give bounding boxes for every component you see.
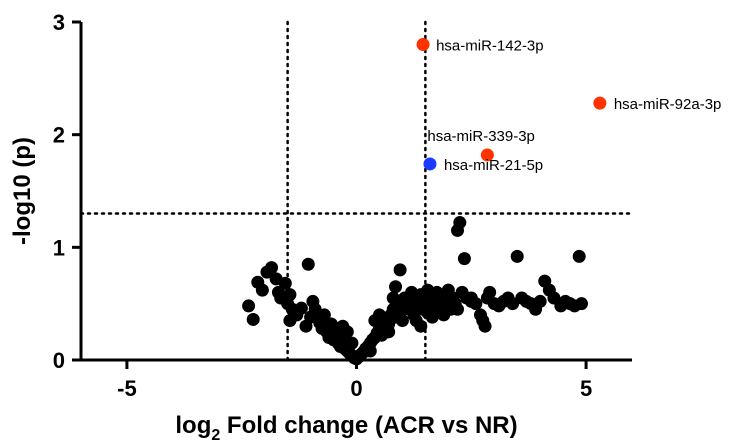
x-tick-label: -5 [117,376,137,401]
data-point [294,301,308,315]
data-point [246,312,260,326]
highlight-point [593,96,607,110]
x-axis-title: log2 Fold change (ACR vs NR) [175,412,517,444]
data-point [363,344,377,358]
data-point [464,291,478,305]
highlighted-points: hsa-miR-142-3p hsa-miR-92a-3p hsa-miR-339-… [416,38,722,174]
point-annotation: hsa-miR-142-3p [436,38,544,55]
data-point [389,280,403,294]
background-points [242,216,588,366]
data-point [336,319,350,333]
data-point [345,336,359,350]
y-axis-title: -log10 (p) [9,137,36,245]
data-point [395,314,409,328]
point-annotation: hsa-miR-339-3p [427,128,535,145]
y-tick-label: 0 [53,348,65,373]
axes [79,22,632,362]
data-point [301,257,315,271]
point-annotation: hsa-miR-92a-3p [614,96,722,113]
data-point [265,261,279,275]
threshold-lines [79,20,634,362]
data-point [278,276,292,290]
data-point [451,223,465,237]
data-point [283,288,297,302]
data-point [574,297,588,311]
data-point [457,252,471,266]
data-point [368,314,382,328]
x-tick-label: 5 [580,376,592,401]
data-point [533,294,547,308]
x-tick-label: 0 [350,376,362,401]
data-point [421,283,435,297]
data-point [382,325,396,339]
data-point [510,249,524,263]
x-axis-title-rest: Fold change (ACR vs NR) [220,412,517,439]
point-annotation: hsa-miR-21-5p [444,157,543,174]
data-point [444,302,458,316]
data-point [572,249,586,263]
highlight-point [480,148,494,162]
data-point [255,283,269,297]
data-point [386,291,400,305]
data-point [483,285,497,299]
x-axis-title-subscript: 2 [211,427,220,444]
highlight-point [423,157,437,171]
y-tick-label: 1 [53,235,65,260]
data-point [414,319,428,333]
y-tick-label: 3 [53,10,65,35]
data-point [393,263,407,277]
highlight-point [416,38,430,52]
data-point [317,308,331,322]
data-point [478,319,492,333]
data-point [439,288,453,302]
axis-ticks: -5 0 5 0 1 2 3 [53,10,592,401]
data-point [242,299,256,313]
data-point [409,291,423,305]
x-axis-title-prefix: log [175,412,211,439]
y-tick-label: 2 [53,123,65,148]
